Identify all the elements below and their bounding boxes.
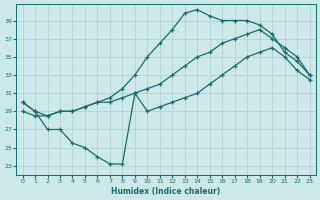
X-axis label: Humidex (Indice chaleur): Humidex (Indice chaleur) <box>111 187 221 196</box>
